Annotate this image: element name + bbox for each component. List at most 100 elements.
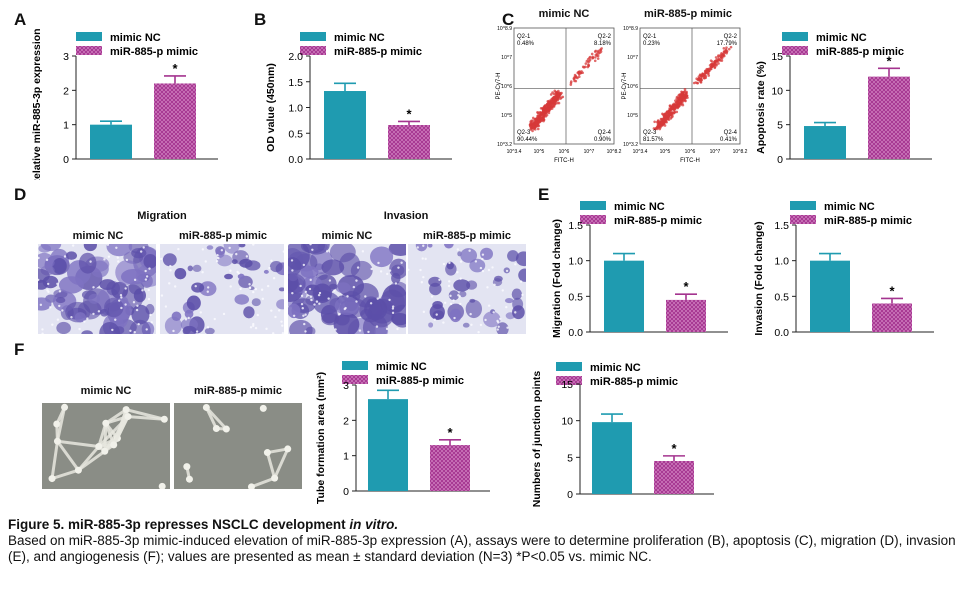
membrane-pore [311, 248, 314, 251]
flow-event [587, 59, 591, 63]
stained-cell [99, 279, 116, 291]
tube-segment [249, 476, 277, 489]
legend-label-mimic: miR-885-p mimic [376, 375, 464, 387]
membrane-pore [477, 330, 480, 334]
legend-label-nc: mimic NC [110, 32, 161, 44]
stained-cell [103, 297, 124, 318]
flow-event [545, 113, 549, 117]
membrane-pore [325, 250, 329, 253]
stained-cell [88, 293, 101, 304]
tube-nc-image [42, 403, 170, 489]
membrane-pore [505, 305, 508, 309]
invasion-title: Invasion [383, 210, 429, 222]
membrane-pore [300, 302, 304, 306]
stained-cell [444, 244, 454, 249]
y-axis-label: Apoptosis rate (%) [755, 61, 767, 154]
image-background [174, 403, 302, 489]
flow-event [569, 83, 573, 86]
membrane-pore [56, 282, 59, 286]
flow-event [553, 89, 557, 93]
stained-cell [52, 258, 67, 275]
membrane-pore [514, 311, 517, 314]
junction-point [53, 420, 61, 428]
membrane-pore [474, 260, 478, 263]
flow-event [594, 49, 598, 53]
stained-cell [288, 303, 301, 319]
membrane-pore [391, 311, 395, 315]
flow-event [712, 62, 716, 66]
flow-event [659, 124, 662, 128]
membrane-pore [184, 318, 188, 321]
stained-cell [469, 298, 476, 303]
y-tick-label: 10^5 [501, 113, 512, 119]
significance-star: * [889, 283, 895, 298]
membrane-pore [424, 257, 427, 261]
bar-mimic [430, 445, 470, 491]
flow-event [574, 74, 578, 78]
junction-point [284, 445, 292, 453]
stained-cell [335, 282, 351, 294]
membrane-pore [117, 260, 120, 263]
y-tick-label: 2 [63, 85, 69, 97]
bar-mimic-nc [604, 260, 644, 332]
membrane-pore [422, 310, 426, 314]
legend-swatch-mimic [580, 215, 606, 224]
tube-segment [97, 421, 108, 449]
flow-event [709, 59, 713, 62]
membrane-pore [310, 298, 313, 302]
membrane-pore [120, 296, 123, 299]
membrane-pore [270, 259, 273, 263]
membrane-pore [160, 294, 164, 297]
y-tick-label: 0.5 [568, 291, 583, 303]
stained-cell [38, 297, 52, 311]
legend-swatch-nc [342, 361, 368, 370]
quadrant-q4-name: Q2-4 [724, 130, 738, 136]
membrane-pore [448, 261, 451, 265]
y-tick-label: 1.5 [288, 77, 303, 89]
y-tick-label: 0 [567, 489, 573, 501]
y-tick-label: 10^7 [627, 55, 638, 61]
stained-cell [276, 299, 284, 310]
y-tick-label: 1.0 [774, 256, 789, 268]
membrane-pore [469, 312, 472, 316]
stained-cell [496, 322, 509, 334]
migration-title: Migration [137, 210, 187, 222]
x-axis-label: FITC-H [554, 158, 574, 164]
stained-cell [448, 290, 460, 301]
membrane-pore [135, 308, 139, 312]
membrane-pore [169, 264, 172, 268]
bar-mimic-nc [90, 124, 132, 159]
membrane-pore [514, 263, 517, 266]
flow-event [673, 110, 676, 114]
flow-event [560, 96, 563, 99]
stained-cell [427, 244, 433, 248]
quadrant-q2-name: Q2-2 [724, 34, 738, 40]
membrane-pore [252, 290, 255, 294]
membrane-pore [252, 324, 255, 328]
stained-cell [204, 327, 215, 334]
junction-point [48, 475, 56, 483]
stained-cell [453, 279, 471, 292]
membrane-pore [447, 284, 451, 288]
stained-cell [449, 308, 462, 323]
d-label-1: mimic NC [72, 230, 124, 242]
membrane-pore [290, 259, 294, 262]
flow-event [599, 50, 603, 53]
membrane-pore [92, 286, 95, 289]
y-axis-label: Numbers of junction points [531, 371, 543, 508]
junction-point [53, 437, 61, 445]
membrane-pore [103, 258, 106, 261]
membrane-pore [177, 247, 180, 251]
flow-event [681, 99, 685, 103]
membrane-pore [422, 275, 425, 279]
chart-e-invasion: mimic NC miR-885-p mimic 0.0 0.5 1.0 1.5 Invas… [753, 201, 934, 339]
flow-event [547, 111, 551, 115]
stained-cell [83, 244, 97, 252]
membrane-pore [317, 293, 321, 297]
membrane-pore [459, 302, 462, 306]
flow-event [710, 65, 714, 69]
legend-label-nc: mimic NC [334, 32, 385, 44]
junction-point [185, 475, 193, 483]
legend-swatch-nc [556, 362, 582, 371]
stained-cell [78, 252, 97, 274]
